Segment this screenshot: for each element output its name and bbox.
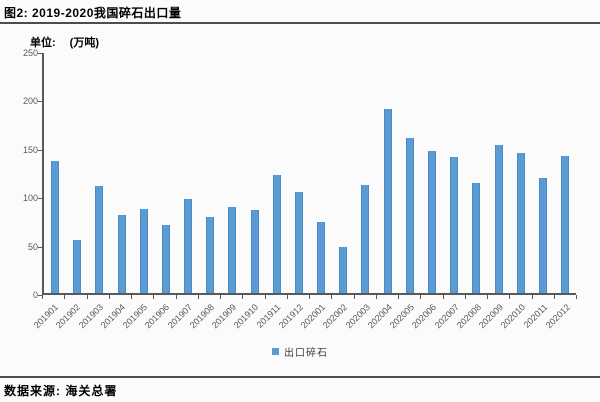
- bar-slot: [111, 53, 133, 293]
- x-axis-tick-mark: [42, 295, 43, 299]
- y-axis-tick-label: 0: [32, 290, 38, 300]
- bar-202006: [428, 150, 436, 293]
- x-axis-tick-mark: [309, 295, 310, 299]
- bar-slot: [310, 53, 332, 293]
- x-axis-tick-mark: [264, 295, 266, 299]
- x-axis-tick-mark: [197, 295, 199, 299]
- bar-202004: [383, 108, 392, 293]
- y-axis-tick-mark: [38, 149, 42, 151]
- bar-slot: [199, 53, 221, 293]
- bar-slot: [487, 53, 509, 293]
- bar-chart-plot-area: [42, 53, 576, 295]
- unit-prefix: 单位:: [30, 37, 56, 49]
- x-axis-tick-mark: [531, 295, 533, 299]
- bar-slot: [244, 53, 266, 293]
- unit-label: 单位: (万吨): [30, 34, 99, 50]
- bar-201911: [272, 174, 281, 293]
- y-axis-tick-label: 150: [22, 144, 38, 155]
- x-axis-tick-mark: [86, 295, 88, 299]
- bar-201904: [117, 215, 126, 293]
- bar-202003: [361, 184, 370, 293]
- y-axis-tick-mark: [38, 246, 42, 248]
- bar-slot: [510, 53, 532, 293]
- bar-201907: [184, 198, 193, 293]
- x-axis-label-slot: 202012: [544, 298, 576, 340]
- bar-202010: [516, 152, 525, 293]
- bar-slot: [66, 53, 88, 293]
- data-source: 数据来源: 海关总署: [4, 384, 118, 398]
- bar-slot: [266, 53, 288, 293]
- bar-202012: [561, 155, 570, 293]
- x-axis-labels: 201901 201902 201903 201904 201905 201906 2019…: [32, 298, 576, 340]
- bar-201901: [51, 161, 60, 293]
- x-axis-tick-mark: [509, 295, 511, 299]
- bar-slot: [421, 53, 443, 293]
- bar-slot: [288, 53, 310, 293]
- x-axis-tick-mark: [442, 295, 444, 299]
- x-axis-tick-mark: [242, 295, 244, 299]
- bar-slot: [443, 53, 465, 293]
- x-axis-tick-mark: [353, 295, 355, 299]
- legend-swatch-icon: [272, 348, 279, 355]
- bar-slot: [554, 53, 576, 293]
- bar-slot: [133, 53, 155, 293]
- bar-slot: [44, 53, 66, 293]
- x-axis-tick-mark: [286, 295, 288, 299]
- bar-201909: [228, 206, 237, 293]
- x-axis-tick-mark: [553, 295, 555, 299]
- chart-legend: 出口碎石: [0, 344, 600, 359]
- bar-slot: [177, 53, 199, 293]
- bar-slot: [88, 53, 110, 293]
- bar-202002: [339, 246, 348, 293]
- x-axis-tick-mark: [464, 295, 466, 299]
- bar-slot: [532, 53, 554, 293]
- x-axis-tick-mark: [331, 295, 333, 299]
- bar-202001: [317, 221, 326, 293]
- x-axis-tick-mark: [420, 295, 422, 299]
- y-axis-tick-mark: [38, 53, 42, 54]
- x-axis-tick-mark: [64, 295, 66, 299]
- chart-title: 图2: 2019-2020我国碎石出口量: [4, 6, 182, 20]
- x-axis-tick-mark: [398, 295, 399, 299]
- bar-201908: [206, 217, 215, 293]
- y-axis-tick-label: 100: [22, 193, 38, 204]
- y-axis-tick-mark: [38, 101, 42, 103]
- bar-201906: [161, 224, 170, 293]
- y-axis-tick-mark: [38, 295, 42, 296]
- x-axis-tick-mark: [487, 295, 488, 299]
- bar-slot: [399, 53, 421, 293]
- x-axis-tick-mark: [108, 295, 110, 299]
- unit-value: (万吨): [69, 37, 99, 49]
- y-axis-tick-label: 250: [22, 48, 38, 58]
- x-axis-tick-mark: [375, 295, 377, 299]
- bar-slot: [221, 53, 243, 293]
- bar-202005: [405, 138, 414, 293]
- bar-201902: [73, 240, 82, 293]
- bar-202008: [472, 182, 481, 293]
- bar-slot: [155, 53, 177, 293]
- y-axis-tick-label: 200: [22, 96, 38, 107]
- x-axis-tick-mark: [576, 295, 577, 299]
- legend-series-label: 出口碎石: [284, 348, 328, 359]
- bar-202009: [494, 145, 503, 293]
- bar-202011: [538, 177, 547, 293]
- y-axis-tick-label: 50: [27, 241, 38, 252]
- bar-201912: [294, 192, 303, 293]
- title-divider: [0, 22, 600, 24]
- bar-slot: [377, 53, 399, 293]
- x-axis-tick-mark: [153, 295, 155, 299]
- footer-divider: [0, 376, 600, 378]
- x-axis-tick-mark: [131, 295, 132, 299]
- x-axis-tick-mark: [220, 295, 221, 299]
- bar-201910: [250, 210, 259, 293]
- bar-slot: [465, 53, 487, 293]
- bar-slot: [354, 53, 376, 293]
- bar-202007: [450, 156, 459, 293]
- bar-slot: [332, 53, 354, 293]
- y-axis-tick-mark: [38, 198, 42, 200]
- bar-201903: [95, 186, 104, 293]
- x-axis-tick-mark: [175, 295, 177, 299]
- bar-201905: [139, 209, 148, 293]
